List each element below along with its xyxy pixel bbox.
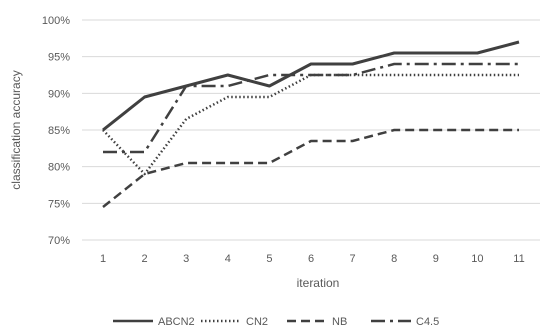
series-line-c45 xyxy=(103,62,519,154)
y-tick-label: 100% xyxy=(42,15,70,27)
series-line-abcn2 xyxy=(102,40,520,132)
x-tick-label: 5 xyxy=(266,253,272,265)
y-tick-label: 70% xyxy=(48,235,70,247)
y-tick-label: 80% xyxy=(48,162,70,174)
x-tick-label: 10 xyxy=(471,253,483,265)
y-tick-label: 75% xyxy=(48,198,70,210)
x-axis-ticks: 1 2 3 4 5 6 7 8 9 10 11 xyxy=(100,253,525,265)
y-tick-label: 85% xyxy=(48,125,70,137)
x-tick-label: 1 xyxy=(100,253,106,265)
x-axis-title: iteration xyxy=(297,276,340,290)
x-tick-label: 9 xyxy=(433,253,439,265)
y-tick-label: 90% xyxy=(48,88,70,100)
y-axis-title: classification accuracy xyxy=(9,70,23,189)
series-line-nb xyxy=(102,128,519,208)
legend-label: NB xyxy=(332,316,347,328)
y-tick-label: 95% xyxy=(48,52,70,64)
legend-label: ABCN2 xyxy=(158,316,195,328)
legend: ABCN2 CN2 NB C4.5 xyxy=(113,316,439,328)
x-tick-label: 8 xyxy=(391,253,397,265)
x-tick-label: 6 xyxy=(308,253,314,265)
x-tick-label: 11 xyxy=(513,253,524,265)
x-tick-label: 7 xyxy=(350,253,356,265)
y-axis-ticks: 70% 75% 80% 85% 90% 95% 100% xyxy=(42,15,70,247)
x-tick-label: 3 xyxy=(183,253,189,265)
legend-label: CN2 xyxy=(246,316,268,328)
series-lines xyxy=(102,40,520,208)
legend-label: C4.5 xyxy=(416,316,439,328)
x-tick-label: 2 xyxy=(142,253,148,265)
series-line-cn2 xyxy=(102,73,519,176)
x-tick-label: 4 xyxy=(225,253,231,265)
